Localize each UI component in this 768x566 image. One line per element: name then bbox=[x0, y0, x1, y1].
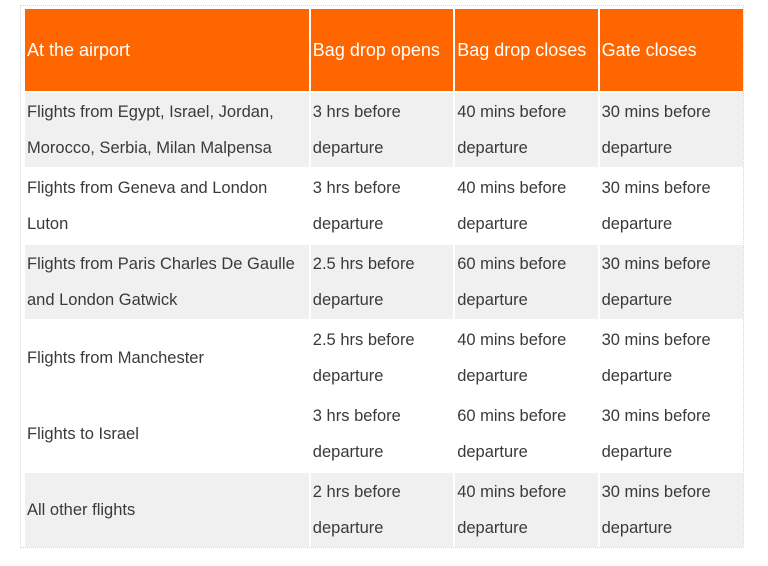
column-header-at-the-airport: At the airport bbox=[25, 9, 309, 91]
column-header-bag-drop-closes: Bag drop closes bbox=[455, 9, 598, 91]
table-row: Flights from Geneva and London Luton 3 h… bbox=[25, 169, 743, 243]
cell-bag-drop-closes: 40 mins before departure bbox=[455, 473, 598, 547]
cell-bag-drop-opens: 2.5 hrs before departure bbox=[310, 321, 454, 395]
cell-bag-drop-opens: 3 hrs before departure bbox=[310, 397, 454, 471]
airport-times-table: At the airport Bag drop opens Bag drop c… bbox=[23, 7, 745, 549]
cell-bag-drop-closes: 40 mins before departure bbox=[455, 169, 598, 243]
table-row: Flights from Paris Charles De Gaulle and… bbox=[25, 245, 743, 319]
column-header-bag-drop-opens: Bag drop opens bbox=[310, 9, 454, 91]
cell-location: Flights from Manchester bbox=[25, 321, 309, 395]
cell-gate-closes: 30 mins before departure bbox=[599, 321, 743, 395]
table-row: Flights from Manchester 2.5 hrs before d… bbox=[25, 321, 743, 395]
cell-gate-closes: 30 mins before departure bbox=[599, 397, 743, 471]
cell-gate-closes: 30 mins before departure bbox=[599, 245, 743, 319]
table-header-row: At the airport Bag drop opens Bag drop c… bbox=[25, 9, 743, 91]
cell-bag-drop-closes: 60 mins before departure bbox=[455, 245, 598, 319]
table-row: Flights to Israel 3 hrs before departure… bbox=[25, 397, 743, 471]
table-frame bbox=[20, 5, 744, 548]
cell-bag-drop-closes: 60 mins before departure bbox=[455, 397, 598, 471]
cell-gate-closes: 30 mins before departure bbox=[599, 473, 743, 547]
cell-location: Flights from Egypt, Israel, Jordan, Moro… bbox=[25, 93, 309, 167]
cell-location: Flights from Paris Charles De Gaulle and… bbox=[25, 245, 309, 319]
table-row: All other flights 2 hrs before departure… bbox=[25, 473, 743, 547]
column-header-gate-closes: Gate closes bbox=[599, 9, 743, 91]
cell-gate-closes: 30 mins before departure bbox=[599, 93, 743, 167]
table-row: Flights from Egypt, Israel, Jordan, Moro… bbox=[25, 93, 743, 167]
cell-location: Flights from Geneva and London Luton bbox=[25, 169, 309, 243]
cell-bag-drop-closes: 40 mins before departure bbox=[455, 321, 598, 395]
cell-bag-drop-opens: 3 hrs before departure bbox=[310, 169, 454, 243]
cell-location: All other flights bbox=[25, 473, 309, 547]
cell-bag-drop-opens: 3 hrs before departure bbox=[310, 93, 454, 167]
cell-bag-drop-opens: 2 hrs before departure bbox=[310, 473, 454, 547]
cell-location: Flights to Israel bbox=[25, 397, 309, 471]
cell-gate-closes: 30 mins before departure bbox=[599, 169, 743, 243]
cell-bag-drop-opens: 2.5 hrs before departure bbox=[310, 245, 454, 319]
cell-bag-drop-closes: 40 mins before departure bbox=[455, 93, 598, 167]
